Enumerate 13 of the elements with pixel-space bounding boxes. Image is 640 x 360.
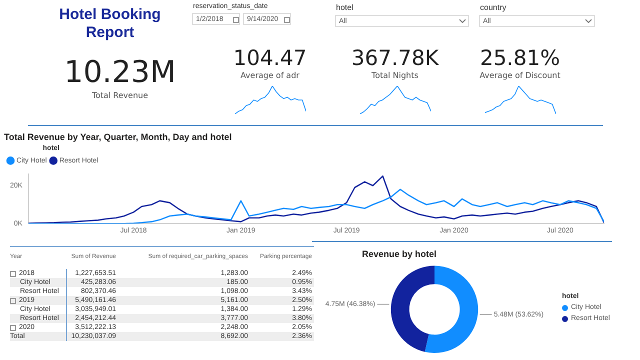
text: hotel <box>336 3 354 12</box>
text: 104.47 <box>232 45 308 71</box>
text: country <box>480 3 506 12</box>
text: 10.23M <box>63 55 177 91</box>
chart-title: Revenue by hotel <box>362 248 437 259</box>
chart-title: Average of adr <box>240 71 300 80</box>
text: 25.81% <box>478 45 562 71</box>
chart-title: Total Revenue by Year, Quarter, Month, Day and hotel <box>4 132 232 142</box>
text: 367.78K <box>350 45 440 71</box>
chart-title: Total Nights <box>370 71 420 80</box>
text: Hotel Booking Report <box>58 6 162 42</box>
chart-title: Average of Discount <box>478 71 562 80</box>
text: Total Revenue <box>90 91 150 100</box>
